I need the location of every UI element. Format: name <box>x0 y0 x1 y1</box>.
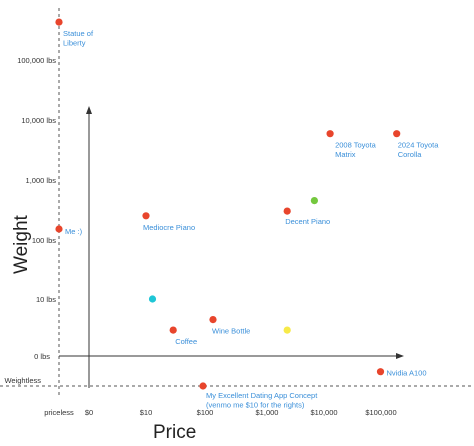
point-label: 2024 Toyota Corolla <box>398 141 440 160</box>
data-point <box>376 368 385 376</box>
point-label: Mediocre Piano <box>143 223 195 232</box>
point-label: My Excellent Dating App Concept (venmo me… <box>206 391 318 410</box>
y-axis-arrow <box>86 106 92 114</box>
x-tick-label: $100 <box>197 408 214 417</box>
data-point <box>199 382 207 390</box>
y-tick-label: 100,000 lbs <box>17 56 56 65</box>
x-tick-label: $10 <box>140 408 153 417</box>
data-point <box>326 130 334 138</box>
data-point <box>169 326 177 334</box>
point-label: Wine Bottle <box>212 327 250 336</box>
data-point <box>393 130 401 138</box>
x-tick-label: $100,000 <box>365 408 396 417</box>
data-point <box>142 212 150 220</box>
x-axis-arrow <box>396 353 404 359</box>
x-axis-title: Price <box>153 422 196 443</box>
data-point <box>55 225 63 233</box>
y-tick-label: 10 lbs <box>36 295 56 304</box>
x-tick-label: $0 <box>85 408 93 417</box>
data-point <box>55 18 63 26</box>
data-point <box>209 316 217 324</box>
point-label: Statue of Liberty <box>63 29 94 48</box>
data-point <box>283 207 291 215</box>
x-tick-label: $10,000 <box>310 408 337 417</box>
data-point <box>283 326 291 334</box>
data-point <box>310 197 318 205</box>
y-axis-title: Weight <box>11 214 32 274</box>
y-tick-label: Weightless <box>4 376 41 385</box>
point-label: Me :) <box>65 227 83 236</box>
point-label: Coffee <box>175 337 197 346</box>
x-tick-label: $1,000 <box>256 408 279 417</box>
y-tick-label: 1,000 lbs <box>26 176 57 185</box>
point-label: 2008 Toyota Matrix <box>335 141 377 160</box>
data-point <box>148 295 157 303</box>
y-tick-label: 100 lbs <box>32 236 56 245</box>
y-tick-label: 0 lbs <box>34 352 50 361</box>
y-tick-label: 10,000 lbs <box>21 116 56 125</box>
point-label: Decent Piano <box>285 217 330 226</box>
point-label: Nvidia A100 <box>387 369 427 378</box>
x-tick-label: priceless <box>44 408 74 417</box>
